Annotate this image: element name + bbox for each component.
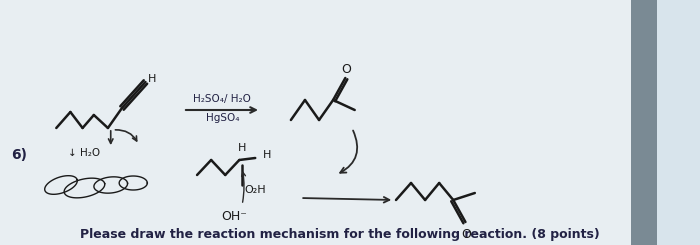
- Text: 6): 6): [11, 148, 27, 162]
- Bar: [631, 0, 657, 245]
- Text: Please draw the reaction mechanism for the following reaction. (8 points): Please draw the reaction mechanism for t…: [80, 228, 599, 241]
- Text: H: H: [148, 74, 157, 84]
- Text: ↓ H₂O: ↓ H₂O: [69, 148, 101, 158]
- Text: O₂H: O₂H: [244, 185, 265, 195]
- Text: HgSO₄: HgSO₄: [206, 113, 239, 123]
- Text: OH⁻: OH⁻: [222, 210, 248, 223]
- Text: O: O: [342, 63, 351, 76]
- Text: H₂SO₄/ H₂O: H₂SO₄/ H₂O: [193, 94, 251, 104]
- Text: H: H: [262, 150, 271, 160]
- Text: O: O: [461, 228, 471, 241]
- Text: H: H: [238, 143, 246, 153]
